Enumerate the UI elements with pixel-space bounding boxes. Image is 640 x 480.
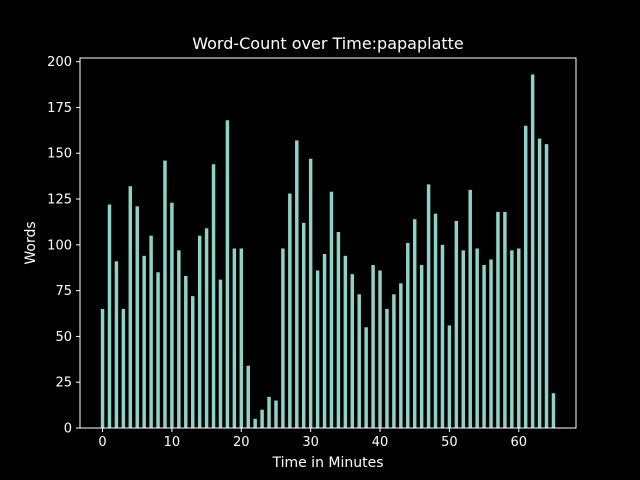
y-axis-label: Words (23, 221, 39, 264)
bar-45 (412, 219, 417, 428)
bar-3 (121, 308, 126, 428)
bar-64 (544, 144, 549, 428)
bar-11 (177, 250, 181, 428)
bar-61 (523, 125, 528, 429)
bar-38 (364, 327, 368, 428)
y-tick-label: 200 (47, 55, 72, 70)
x-axis: 0 10 20 30 40 50 60 (98, 428, 527, 450)
bar-14 (197, 235, 202, 428)
bar-51 (454, 221, 459, 428)
x-tick-label: 10 (164, 435, 181, 450)
bar-63 (537, 138, 542, 428)
bar-33 (329, 191, 334, 428)
bar-52 (461, 250, 466, 428)
bar-31 (315, 270, 320, 428)
bar-34 (336, 232, 341, 428)
bar-10 (170, 202, 174, 428)
y-tick-label: 100 (47, 238, 72, 253)
bar-37 (357, 294, 361, 428)
bars-layer (100, 74, 556, 429)
x-tick-label: 0 (98, 435, 106, 450)
bar-26 (281, 248, 285, 428)
bar-36 (350, 274, 355, 428)
bar-47 (426, 184, 431, 428)
bar-40 (378, 270, 382, 428)
bar-15 (204, 228, 209, 428)
y-tick-label: 150 (47, 147, 72, 162)
bar-54 (475, 248, 479, 428)
bar-59 (510, 250, 514, 428)
bar-65 (551, 393, 556, 428)
bar-53 (468, 189, 472, 428)
bar-25 (274, 400, 278, 428)
y-tick-label: 75 (55, 284, 72, 299)
bar-28 (295, 140, 299, 428)
bar-21 (246, 365, 250, 428)
bar-20 (239, 248, 244, 428)
bar-22 (253, 418, 257, 428)
bar-49 (440, 244, 445, 428)
bar-17 (218, 279, 223, 428)
bar-43 (399, 283, 403, 428)
chart-title: Word-Count over Time:papaplatte (192, 34, 464, 53)
bar-12 (184, 275, 188, 428)
bar-44 (406, 243, 410, 428)
y-tick-label: 125 (47, 193, 72, 208)
bar-62 (530, 74, 535, 429)
bar-16 (211, 164, 216, 429)
bar-42 (392, 294, 396, 428)
bar-4 (128, 186, 133, 428)
bar-58 (503, 211, 507, 428)
bar-19 (232, 248, 237, 428)
bar-30 (308, 158, 313, 429)
bar-29 (301, 222, 306, 428)
x-tick-label: 30 (302, 435, 319, 450)
bar-55 (482, 264, 486, 428)
x-axis-label: Time in Minutes (271, 455, 383, 471)
y-axis: 0 25 50 75 100 125 150 175 200 (47, 55, 80, 437)
y-tick-label: 0 (64, 422, 72, 437)
bar-18 (225, 120, 230, 428)
bar-13 (190, 296, 195, 428)
x-tick-label: 50 (441, 435, 458, 450)
plot-frame (79, 57, 577, 429)
bar-2 (114, 261, 119, 428)
bar-23 (260, 409, 264, 428)
bar-32 (322, 253, 327, 428)
bar-7 (149, 235, 153, 428)
y-tick-label: 25 (55, 376, 72, 391)
bar-46 (419, 264, 424, 428)
bar-5 (135, 206, 139, 428)
x-tick-label: 20 (233, 435, 250, 450)
bar-35 (343, 255, 348, 428)
y-tick-label: 50 (55, 330, 72, 345)
bar-24 (267, 396, 271, 428)
bar-50 (447, 325, 452, 428)
bar-8 (156, 272, 160, 428)
bar-6 (142, 255, 146, 428)
bar-56 (489, 259, 493, 428)
bar-48 (433, 213, 438, 428)
bar-27 (288, 193, 292, 428)
x-tick-label: 40 (372, 435, 389, 450)
bar-0 (100, 308, 105, 428)
bar-60 (517, 248, 521, 428)
bar-39 (371, 264, 375, 428)
x-tick-label: 60 (510, 435, 527, 450)
bar-57 (496, 211, 500, 428)
y-tick-label: 175 (47, 101, 72, 116)
bar-41 (385, 308, 389, 428)
bar-9 (163, 160, 167, 428)
bar-1 (107, 204, 112, 428)
